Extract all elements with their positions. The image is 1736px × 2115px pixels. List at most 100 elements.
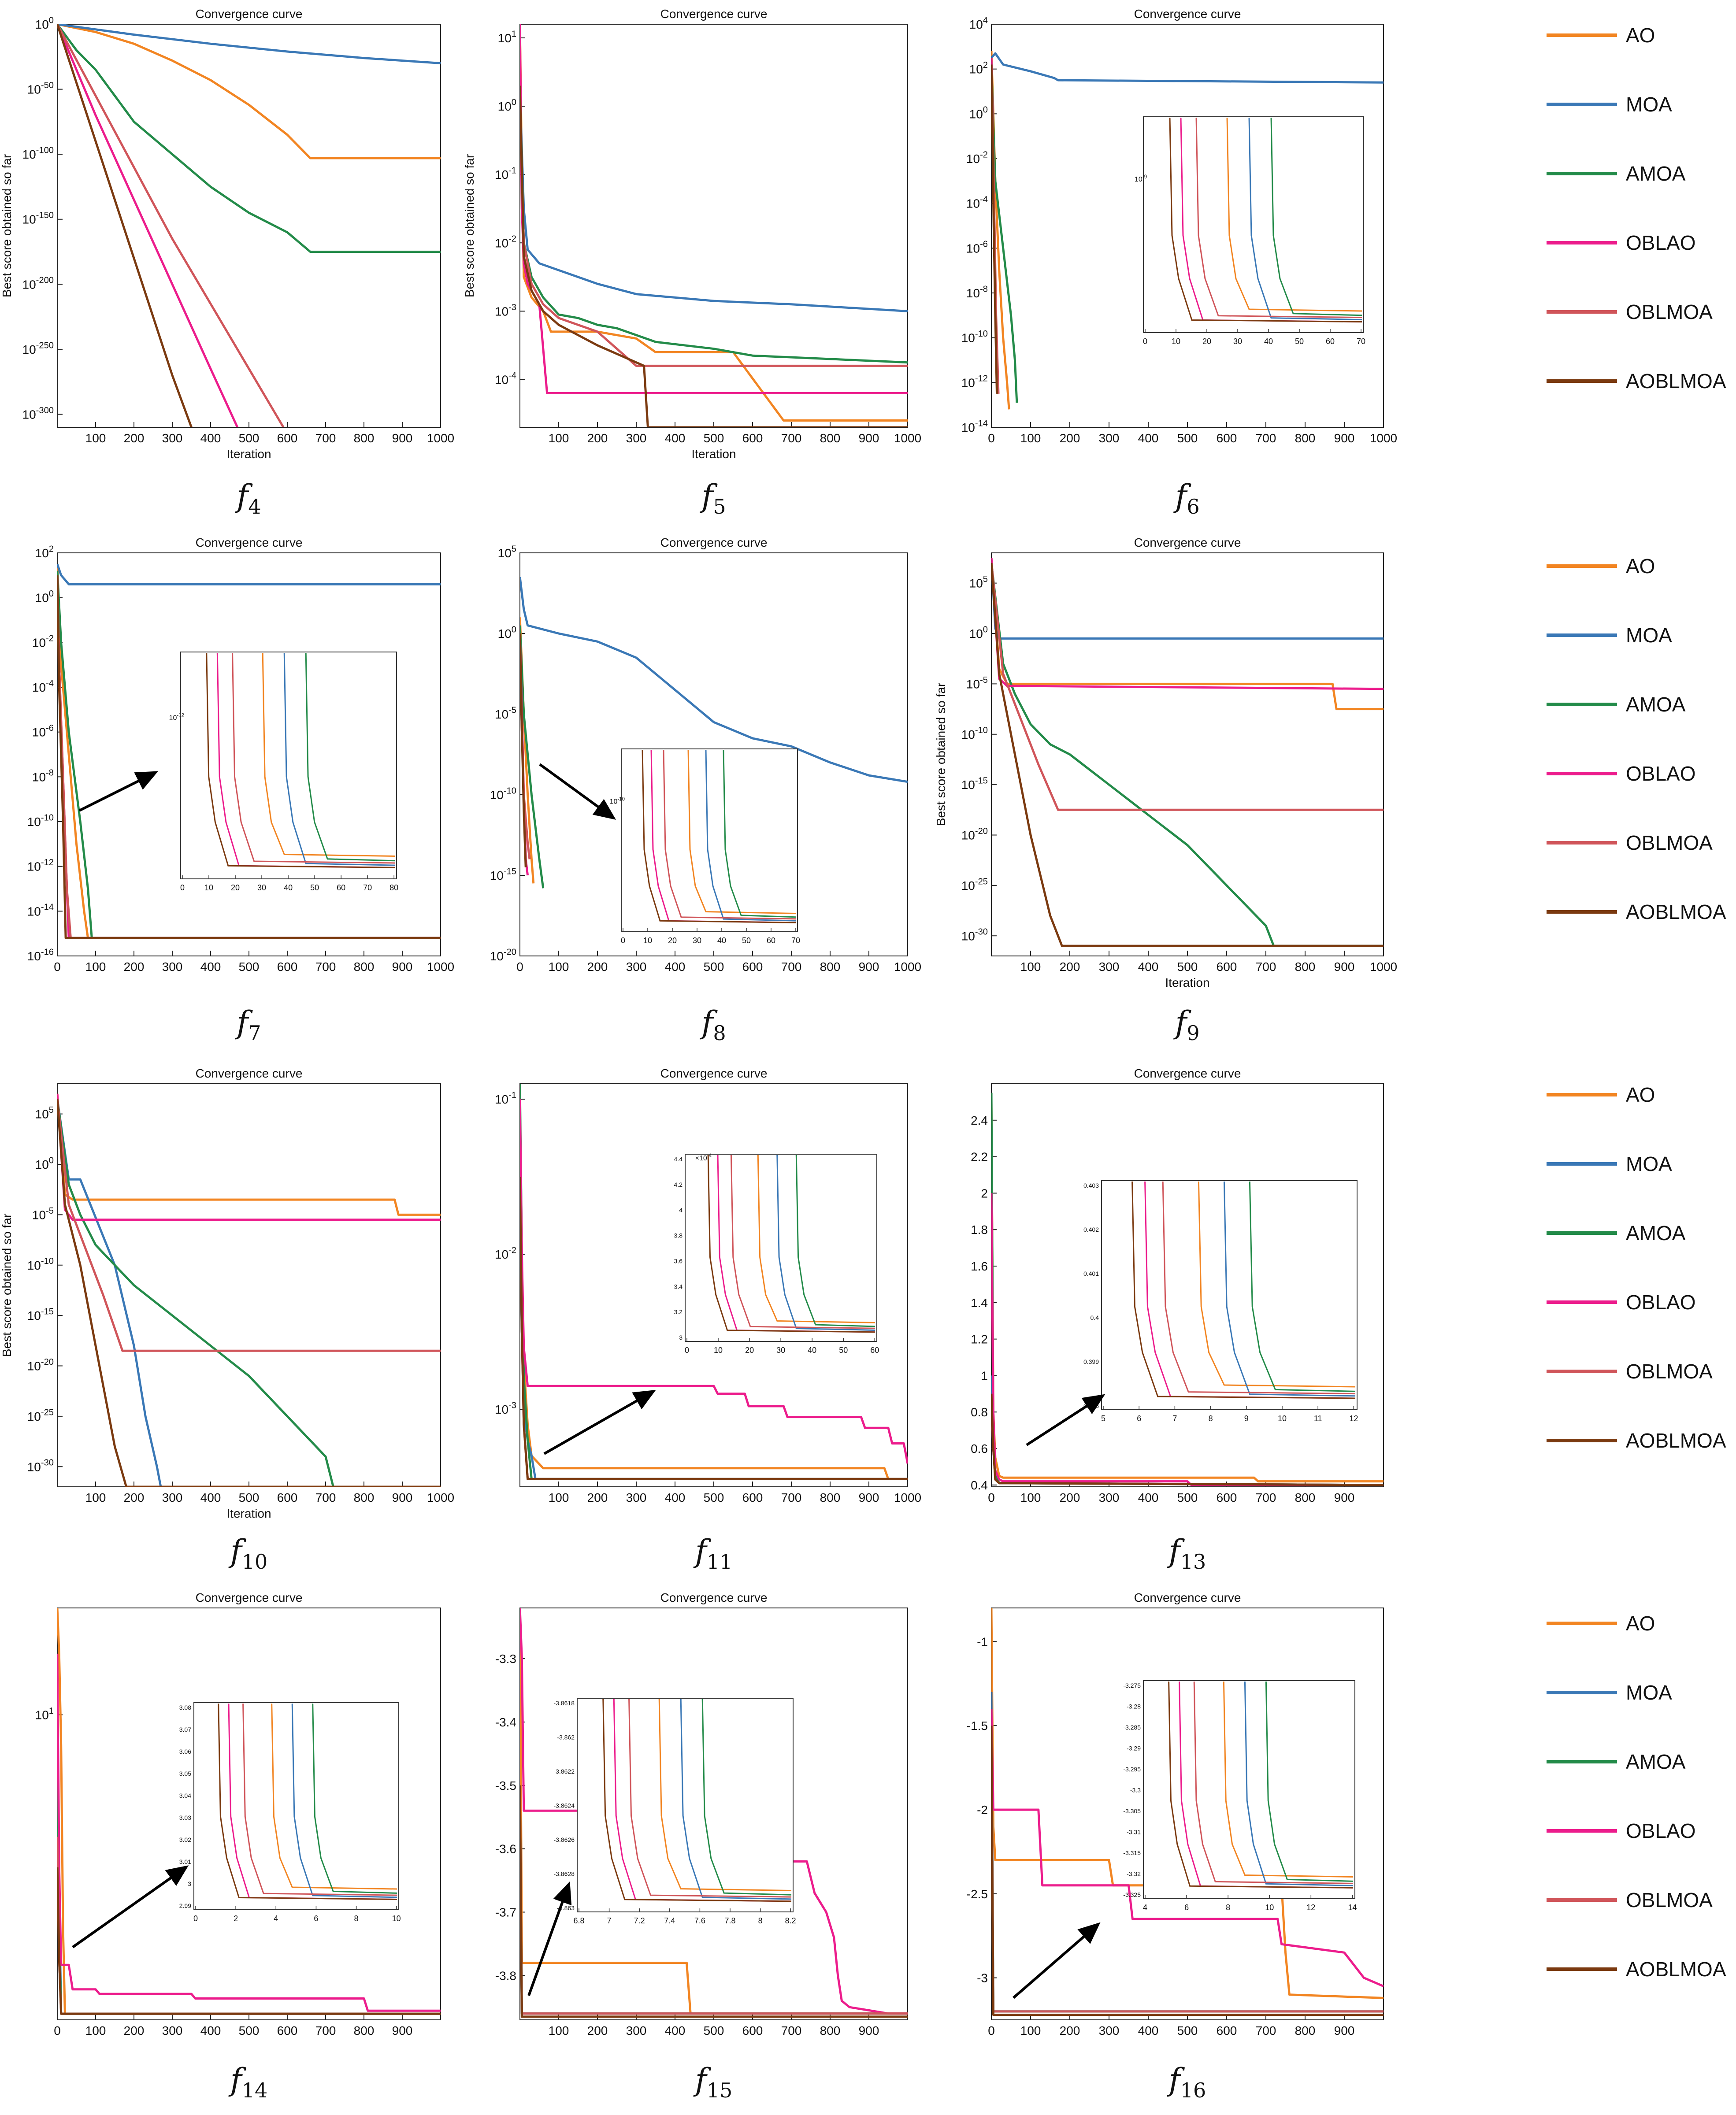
legend-swatch (1547, 1760, 1617, 1763)
legend-label: AO (1626, 24, 1655, 47)
legend-item: AMOA (1547, 691, 1723, 718)
x-tick-label: 700 (781, 431, 802, 445)
y-tick-label: 102 (969, 60, 988, 76)
inset-series-oblmoa (242, 1703, 397, 1896)
series-aoblmoa (991, 1393, 1384, 1486)
y-tick-label: 10-16 (27, 947, 54, 963)
legend-item: OBLAO (1547, 1289, 1723, 1315)
x-tick-label: 100 (85, 960, 106, 974)
inset-series-amoa (795, 1155, 875, 1327)
y-tick-label: 10-15 (490, 867, 516, 882)
y-axis-label: Best score obtained so far (0, 154, 14, 297)
legend-label: MOA (1626, 1152, 1672, 1175)
inset-x-tick-label: 10 (392, 1914, 401, 1923)
series-aoblmoa (520, 85, 908, 427)
inset-y-tick-label: -3.295 (1123, 1766, 1141, 1773)
inset-y-tick-label: -3.3 (1130, 1787, 1141, 1794)
x-tick-label: 600 (277, 2024, 298, 2037)
y-axis-label: Best score obtained so far (0, 1214, 14, 1357)
inset-x-tick-label: 4 (274, 1914, 278, 1923)
x-tick-label: 500 (1177, 960, 1198, 974)
x-tick-label: 600 (1217, 431, 1237, 445)
legend-swatch (1547, 1162, 1617, 1166)
legend-2: AO MOA AMOA OBLAO OBLMOA AOBLMOA (1547, 553, 1726, 949)
inset-x-tick-label: 10 (1172, 337, 1180, 346)
x-tick-label: 700 (315, 1491, 336, 1504)
legend-item: OBLMOA (1547, 299, 1723, 325)
x-tick-label: 400 (1138, 431, 1159, 445)
chart-f10: Convergence curve 100 200 300 400 500 600 700 80… (0, 1067, 454, 1574)
legend-label: AMOA (1626, 1750, 1686, 1773)
y-tick-label: 105 (35, 1105, 54, 1121)
y-tick-label: 102 (35, 544, 54, 560)
inset-x-tick-label: 50 (742, 936, 751, 945)
x-tick-label: 400 (1138, 960, 1159, 974)
legend-4: AO MOA AMOA OBLAO OBLMOA AOBLMOA (1547, 1610, 1726, 2007)
inset-y-tick-label: 3.4 (674, 1283, 683, 1290)
x-tick-label: 900 (392, 960, 413, 974)
y-tick-label: 10-100 (22, 146, 54, 162)
chart-title: Convergence curve (1134, 1067, 1241, 1080)
inset-x-tick-label: 20 (1202, 337, 1211, 346)
inset-x-tick-label: 40 (284, 883, 293, 892)
legend-item: AMOA (1547, 160, 1723, 187)
chart-title: Convergence curve (660, 1067, 768, 1080)
inset-x-tick-label: 12 (1349, 1414, 1358, 1423)
x-tick-label: 300 (162, 431, 183, 445)
inset-series-oblmoa (232, 652, 395, 864)
x-tick-label: 300 (1099, 431, 1120, 445)
inset-x-tick-label: 80 (389, 883, 398, 892)
inset-y-tick-label: 3 (188, 1880, 191, 1887)
inset-f8: 0 10 20 30 40 50 60 70 10-10 (610, 748, 800, 945)
inset-y-tick-label: 3.02 (179, 1836, 191, 1843)
inset-y-tick-label: 3.07 (179, 1726, 191, 1733)
inset-x-tick-label: 5 (1101, 1414, 1105, 1423)
y-tick-label: 100 (35, 1156, 54, 1171)
y-tick-label: 10-25 (27, 1408, 54, 1423)
chart-title: Convergence curve (196, 7, 303, 21)
series-group (991, 558, 1384, 947)
x-tick-label: 1000 (427, 1491, 454, 1504)
inset-x-tick-label: 70 (791, 936, 800, 945)
x-tick-label: 400 (200, 2024, 221, 2037)
legend-item: AO (1547, 553, 1723, 579)
chart-title: Convergence curve (1134, 1591, 1241, 1604)
inset-x-tick-label: 6 (1137, 1414, 1141, 1423)
inset-x-tick-label: 30 (776, 1346, 785, 1355)
x-tick-label: 900 (392, 2024, 413, 2037)
inset-y-tick-label: -3.285 (1123, 1724, 1141, 1731)
inset-x-tick-label: 2 (234, 1914, 238, 1923)
series-oblao (520, 1099, 908, 1464)
legend-item: OBLMOA (1547, 1358, 1723, 1385)
y-tick-label: 10-20 (490, 947, 516, 963)
x-tick-label: 500 (1177, 1491, 1198, 1504)
x-tick-label: 100 (1020, 431, 1041, 445)
series-oblao (991, 1708, 1384, 1987)
x-tick-label: 0 (988, 2024, 995, 2037)
y-axis-label: Best score obtained so far (463, 154, 476, 297)
y-tick-label: 1.6 (971, 1259, 988, 1273)
x-tick-label: 200 (1060, 2024, 1080, 2037)
x-tick-label: 400 (200, 960, 221, 974)
y-tick-label: 10-250 (22, 341, 54, 356)
legend-label: OBLMOA (1626, 300, 1713, 323)
inset-series-ao (1223, 1681, 1354, 1878)
legend-swatch (1547, 1370, 1617, 1373)
inset-series-ao (262, 652, 395, 857)
y-tick-label: 105 (498, 544, 516, 560)
inset-y-tick-label: -3.29 (1127, 1745, 1141, 1752)
y-tick-label: 10-10 (961, 329, 988, 345)
legend-1: AO MOA AMOA OBLAO OBLMOA AOBLMOA (1547, 22, 1726, 419)
inset-series-moa (705, 749, 796, 922)
x-tick-label: 400 (1138, 2024, 1159, 2037)
legend-swatch (1547, 1829, 1617, 1833)
y-tick-label: 10-2 (32, 634, 54, 650)
x-tick-label: 800 (354, 960, 375, 974)
x-axis-label: Iteration (691, 447, 736, 461)
x-tick-label: 700 (315, 431, 336, 445)
inset-x-tick-label: 20 (231, 883, 240, 892)
inset-x-tick-label: 70 (1357, 337, 1365, 346)
inset-x-tick-label: 10 (714, 1346, 723, 1355)
legend-label: OBLMOA (1626, 1889, 1713, 1911)
